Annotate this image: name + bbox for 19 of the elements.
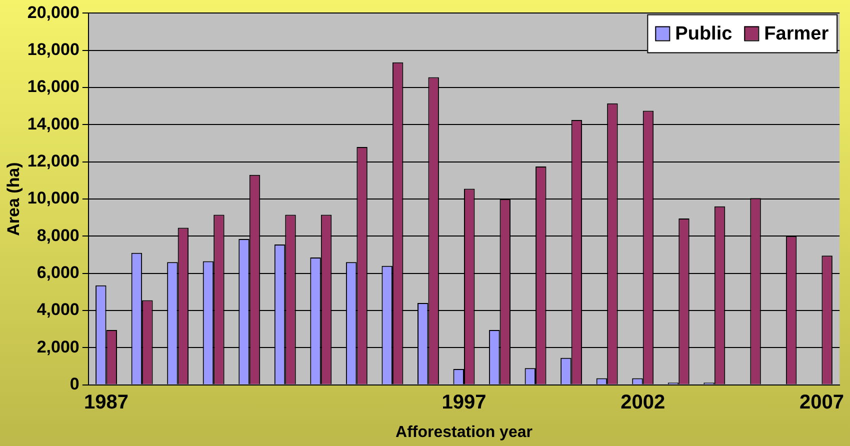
x-axis-title: Afforestation year [396,424,532,441]
y-tick-label: 20,000 [27,2,80,22]
y-axis-title: Area (ha) [4,162,23,236]
y-tick-label: 18,000 [27,40,80,60]
y-tick-label: 2,000 [36,337,80,356]
y-tick-label: 14,000 [27,114,80,134]
x-tick-label: 2002 [620,391,666,414]
y-tick-label: 4,000 [36,300,80,320]
y-tick-label: 0 [70,374,80,394]
x-tick-label: 1987 [84,391,129,414]
x-tick-label: 1997 [442,391,486,414]
y-tick-label: 8,000 [36,226,80,245]
legend-label: Public [675,23,733,44]
y-tick-label: 16,000 [27,77,80,96]
y-tick-label: 6,000 [36,263,80,282]
x-tick-label: 2007 [799,391,844,414]
y-tick-label: 10,000 [27,188,80,208]
legend-label: Farmer [764,23,830,44]
y-tick-label: 12,000 [27,152,80,171]
